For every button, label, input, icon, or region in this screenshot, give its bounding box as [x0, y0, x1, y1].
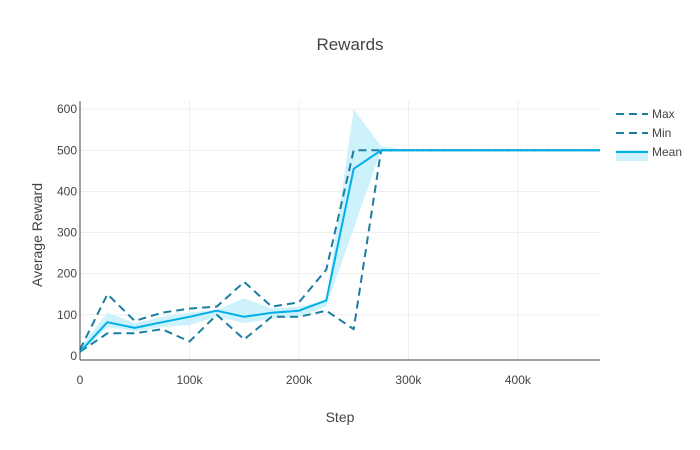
legend-item-min: Min [616, 126, 671, 140]
legend-label: Mean [652, 145, 682, 159]
x-tick-label: 100k [176, 373, 203, 387]
y-tick-label: 300 [57, 226, 77, 240]
legend-label: Min [652, 126, 671, 140]
legend-item-max: Max [616, 107, 675, 121]
y-tick-label: 400 [57, 184, 77, 198]
y-ticks: 0 100 200 300 400 500 600 [57, 102, 77, 363]
x-tick-label: 0 [77, 373, 84, 387]
x-ticks: 0 100k 200k 300k 400k [77, 373, 532, 387]
x-tick-label: 200k [286, 373, 313, 387]
x-tick-label: 300k [395, 373, 422, 387]
x-tick-label: 400k [505, 373, 532, 387]
series-line-mean [79, 149, 600, 353]
y-tick-label: 0 [70, 349, 77, 363]
y-tick-label: 200 [57, 267, 77, 281]
chart-title: Rewards [316, 35, 383, 54]
legend-item-mean: Mean [616, 145, 682, 161]
series-line-max [79, 149, 600, 351]
legend-label: Max [652, 107, 675, 121]
y-tick-label: 600 [57, 102, 77, 116]
x-axis-label: Step [326, 409, 355, 425]
y-axis-label: Average Reward [29, 183, 45, 287]
y-tick-label: 500 [57, 143, 77, 157]
axes [79, 101, 600, 361]
legend-band-swatch [616, 150, 648, 161]
lines-layer [79, 149, 600, 353]
y-tick-label: 100 [57, 308, 77, 322]
legend: Max Min Mean [616, 107, 682, 161]
